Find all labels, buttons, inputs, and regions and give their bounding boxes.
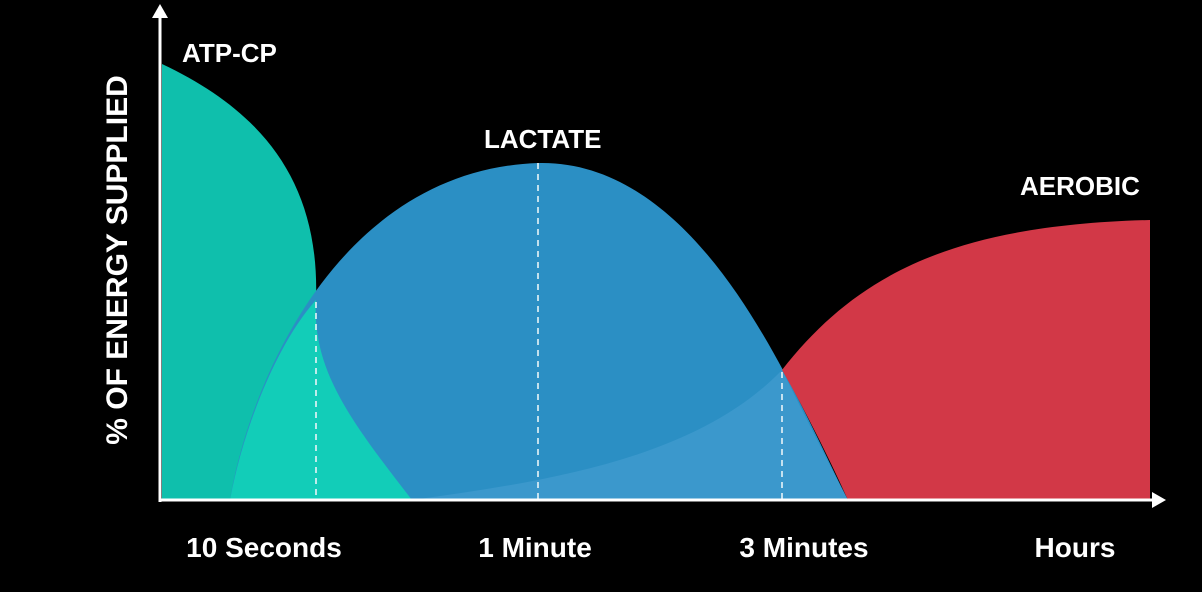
lactate-aerobic-overlap (412, 370, 848, 500)
x-tick-label-1-minute: 1 Minute (478, 532, 592, 563)
x-tick-label-10-seconds: 10 Seconds (186, 532, 342, 563)
series-label-lactate: LACTATE (484, 124, 601, 154)
x-tick-label-hours: Hours (1035, 532, 1116, 563)
series-label-aerobic: AEROBIC (1020, 171, 1140, 201)
y-axis-title: % OF ENERGY SUPPLIED (101, 75, 134, 445)
atp-lactate-overlap (230, 300, 412, 500)
x-tick-label-3-minutes: 3 Minutes (739, 532, 868, 563)
atp-cp-area (162, 64, 412, 500)
aerobic-area (782, 220, 1150, 500)
y-axis-arrow (152, 4, 168, 18)
x-axis-arrow (1152, 492, 1166, 508)
series-label-atp-cp: ATP-CP (182, 38, 277, 68)
